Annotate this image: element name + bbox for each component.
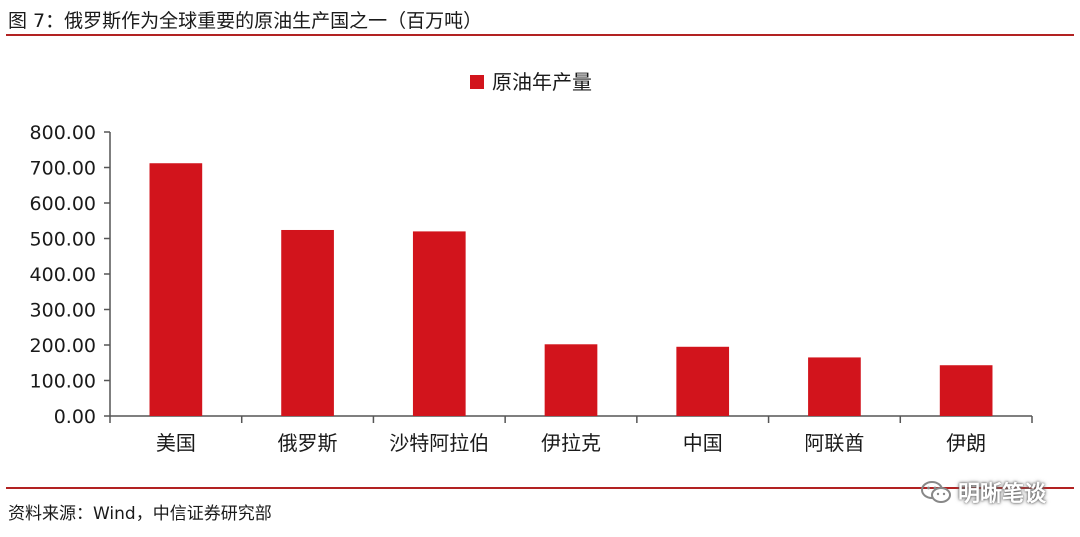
- y-tick-label: 200.00: [30, 335, 96, 357]
- x-tick-label: 伊朗: [946, 431, 986, 455]
- x-tick-label: 俄罗斯: [278, 431, 338, 455]
- legend: 原油年产量: [470, 70, 592, 94]
- watermark: 明晰笔谈: [920, 476, 1046, 508]
- legend-label: 原油年产量: [492, 70, 592, 94]
- y-tick-label: 400.00: [30, 264, 96, 286]
- y-tick-label: 100.00: [30, 371, 96, 393]
- source-note: 资料来源：Wind，中信证券研究部: [8, 504, 272, 524]
- bar: [808, 357, 861, 416]
- y-tick-label: 500.00: [30, 229, 96, 251]
- bar: [149, 163, 203, 416]
- x-tick-label: 沙特阿拉伯: [389, 431, 489, 455]
- legend-swatch: [470, 75, 484, 89]
- y-tick-label: 700.00: [30, 158, 96, 180]
- figure-title: 图 7：俄罗斯作为全球重要的原油生产国之一（百万吨）: [8, 10, 483, 32]
- x-tick-label: 中国: [683, 431, 723, 455]
- x-tick-label: 阿联酋: [804, 431, 864, 455]
- bar: [281, 229, 334, 416]
- x-axis: 美国 俄罗斯 沙特阿拉伯 伊拉克 中国 阿联酋 伊朗: [109, 415, 1033, 455]
- watermark-text: 明晰笔谈: [957, 482, 1046, 507]
- bar: [544, 344, 598, 416]
- y-tick-label: 300.00: [30, 300, 96, 322]
- y-axis: 0.00 100.00 200.00 300.00 400.00 500.00 600.00…: [30, 122, 111, 428]
- bars: [149, 163, 993, 416]
- wechat-icon: [920, 481, 951, 503]
- x-tick-label: 伊拉克: [541, 431, 601, 455]
- y-tick-label: 0.00: [54, 406, 96, 428]
- x-tick-label: 美国: [156, 431, 196, 455]
- footer-divider: [6, 487, 1074, 489]
- bar-chart: 原油年产量 0.00 100.00 200.00 300.00 400.00 500.00…: [30, 70, 1033, 455]
- y-tick-label: 600.00: [30, 193, 96, 215]
- y-tick-label: 800.00: [30, 122, 96, 144]
- bar: [412, 231, 466, 416]
- title-divider: [6, 34, 1074, 36]
- bar: [676, 346, 730, 416]
- bar: [939, 365, 993, 416]
